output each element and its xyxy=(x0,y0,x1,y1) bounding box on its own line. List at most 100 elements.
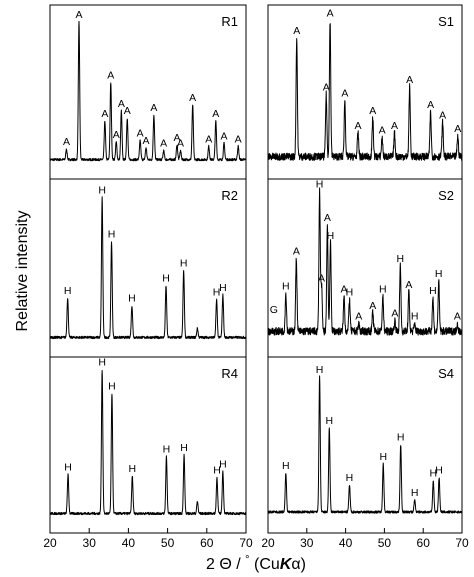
x-tick-label: 40 xyxy=(339,536,353,550)
peak-label: H xyxy=(346,472,354,484)
left-column-frame xyxy=(49,4,247,534)
peak-label: H xyxy=(435,465,443,477)
peak-label: A xyxy=(318,273,325,285)
peak-label: H xyxy=(379,451,387,463)
peak-label: A xyxy=(189,92,196,104)
peak-label: A xyxy=(327,7,334,19)
peak-label: H xyxy=(128,292,136,304)
peak-label: H xyxy=(98,357,106,369)
peak-label: H xyxy=(219,282,227,294)
peak-label: H xyxy=(326,415,334,427)
panel-label-S1: S1 xyxy=(438,14,454,29)
panel-label-S2: S2 xyxy=(438,188,454,203)
x-tick-label: 60 xyxy=(200,536,214,550)
peak-label: A xyxy=(369,105,376,117)
peak-label: H xyxy=(397,253,405,265)
peak-label: A xyxy=(427,99,434,111)
x-tick-label: 20 xyxy=(261,536,275,550)
panel-label-R4: R4 xyxy=(221,366,238,381)
x-tick-label: 70 xyxy=(455,536,469,550)
peak-label: H xyxy=(64,285,72,297)
peak-label: A xyxy=(454,311,461,323)
peak-label: A xyxy=(107,70,114,82)
xrd-trace-S2 xyxy=(267,187,463,336)
x-tick-label: 70 xyxy=(239,536,253,550)
peak-label: A xyxy=(379,124,386,136)
peak-label: H xyxy=(346,286,354,298)
peak-label: H xyxy=(180,258,188,270)
peak-label: H xyxy=(98,185,106,197)
xrd-trace-S1 xyxy=(267,23,463,161)
peak-label: H xyxy=(219,459,227,471)
xrd-trace-S4 xyxy=(267,375,463,514)
peak-label: H xyxy=(316,364,324,376)
peak-label: A xyxy=(391,308,398,320)
x-tick-label: 30 xyxy=(300,536,314,550)
peak-label: A xyxy=(235,133,242,145)
peak-label: A xyxy=(341,283,348,295)
peak-label: A xyxy=(63,136,70,148)
peak-label: A xyxy=(76,9,83,21)
y-axis-title: Relative intensity xyxy=(14,211,31,332)
peak-label: A xyxy=(212,108,219,120)
peak-label: A xyxy=(439,110,446,122)
peak-label: A xyxy=(137,127,144,139)
peak-label: A xyxy=(293,245,300,257)
peak-label: H xyxy=(327,230,335,242)
peak-label: H xyxy=(129,463,137,475)
peak-label: A xyxy=(323,81,330,93)
x-axis-title: 2 Θ / ° (CuKα) xyxy=(206,554,306,573)
peak-label: H xyxy=(282,460,290,472)
x-tick-label: 50 xyxy=(161,536,175,550)
xrd-trace-R4 xyxy=(49,369,247,516)
peak-label: H xyxy=(429,285,437,297)
peak-label: G xyxy=(270,304,278,316)
peak-label: A xyxy=(355,311,362,323)
peak-label: H xyxy=(429,468,437,480)
peak-label: A xyxy=(143,135,150,147)
peak-label: A xyxy=(150,102,157,114)
peak-label: A xyxy=(205,133,212,145)
peak-label: A xyxy=(160,138,167,150)
peak-label: A xyxy=(405,279,412,291)
peak-label: A xyxy=(369,300,376,312)
x-tick-label: 60 xyxy=(417,536,431,550)
peak-label: H xyxy=(411,311,419,323)
peak-label: A xyxy=(113,129,120,141)
peak-label: H xyxy=(64,462,72,474)
peak-label: H xyxy=(162,273,170,285)
peak-label: A xyxy=(391,120,398,132)
peak-label: H xyxy=(213,465,221,477)
peak-label: H xyxy=(411,487,419,499)
peak-label: A xyxy=(355,120,362,132)
peak-label: H xyxy=(282,280,290,292)
x-tick-label: 40 xyxy=(122,536,136,550)
peak-label: A xyxy=(118,98,125,110)
panel-label-S4: S4 xyxy=(438,366,454,381)
x-tick-label: 50 xyxy=(378,536,392,550)
panel-label-R2: R2 xyxy=(221,188,238,203)
peak-label: H xyxy=(397,432,405,444)
peak-label: A xyxy=(101,108,108,120)
peak-label: H xyxy=(379,283,387,295)
peak-label: H xyxy=(435,268,443,280)
peak-label: A xyxy=(221,130,228,142)
peak-label: A xyxy=(124,105,131,117)
peak-label: H xyxy=(316,178,324,190)
peak-label: A xyxy=(454,123,461,135)
peak-label: H xyxy=(108,381,116,393)
peak-label: A xyxy=(406,74,413,86)
peak-label: H xyxy=(163,444,171,456)
peak-label: H xyxy=(108,229,116,241)
x-tick-label: 30 xyxy=(83,536,97,550)
x-tick-label: 20 xyxy=(43,536,57,550)
peak-label: H xyxy=(180,442,188,454)
xrd-trace-R1 xyxy=(49,20,247,162)
